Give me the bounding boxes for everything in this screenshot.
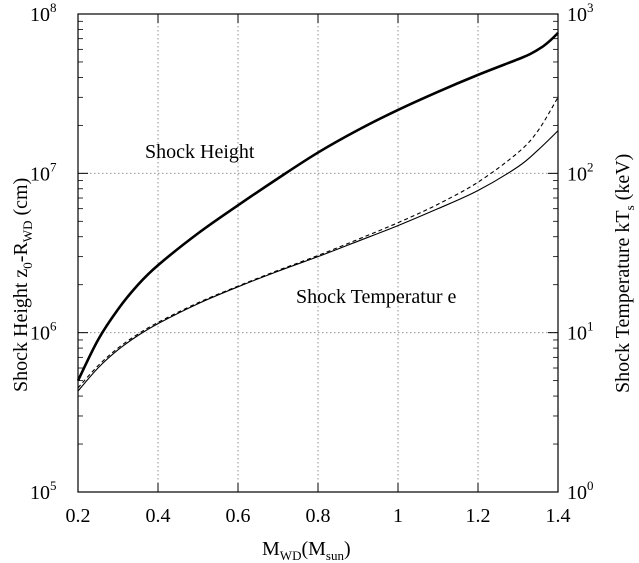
x-tick-label: 0.4	[146, 505, 171, 527]
grid	[78, 14, 558, 492]
x-tick-label: 0.8	[306, 505, 331, 527]
shock-temperature-dashed-line	[77, 97, 559, 389]
annotation-shock-height: Shock Height	[145, 141, 255, 163]
y-right-axis-label: Shock Temperature kTs (keV)	[612, 154, 637, 393]
y-right-tick-label: 102	[567, 159, 594, 185]
x-tick-label: 1.4	[546, 505, 571, 527]
y-left-tick-label: 107	[30, 159, 57, 185]
shock-temperature-solid-line	[77, 130, 559, 392]
x-tick-label: 0.2	[66, 505, 91, 527]
y-left-tick-label: 108	[30, 0, 57, 26]
y-right-tick-label: 101	[567, 319, 594, 345]
x-tick-label: 0.6	[226, 505, 251, 527]
series-layer	[76, 32, 559, 392]
y-right-tick-label: 100	[567, 478, 594, 504]
x-tick-label: 1.2	[466, 505, 491, 527]
shock-height-line	[76, 32, 559, 382]
y-left-tick-label: 106	[30, 319, 57, 345]
x-tick-label: 1	[393, 505, 403, 527]
annotation-shock-temperature: Shock Temperatur e	[296, 286, 457, 308]
x-axis-label: MWD(Msun)	[262, 538, 351, 563]
ticks: 0.2 0.4 0.6 0.8 1 1.2 1.4 105 106 107 108 100 101 102…	[30, 0, 594, 527]
y-left-tick-label: 105	[30, 478, 57, 504]
y-left-axis-label: Shock Height z0-RWD (cm)	[10, 178, 35, 392]
plot-frame	[77, 13, 559, 493]
y-right-tick-label: 103	[567, 0, 594, 26]
